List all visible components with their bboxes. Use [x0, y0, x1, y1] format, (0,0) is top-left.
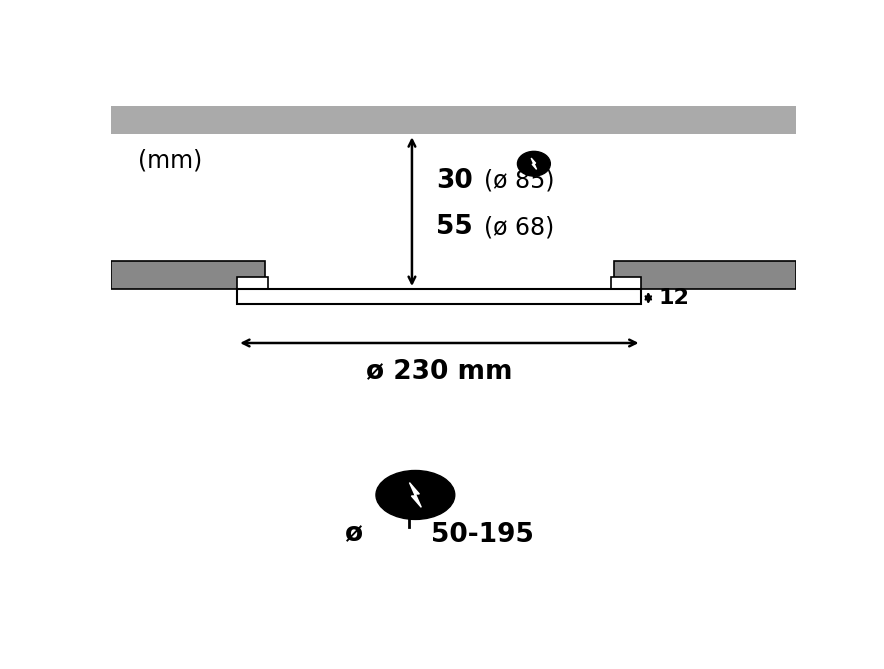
Text: 12: 12	[659, 288, 690, 308]
Text: ø 230 mm: ø 230 mm	[366, 359, 513, 384]
Bar	[237, 277, 268, 289]
Bar	[110, 261, 264, 289]
Text: ø: ø	[345, 522, 362, 548]
Text: 50-195: 50-195	[431, 522, 534, 548]
Ellipse shape	[517, 151, 551, 176]
Text: (ø 68): (ø 68)	[484, 215, 554, 239]
Ellipse shape	[376, 470, 454, 519]
Polygon shape	[409, 482, 422, 507]
Polygon shape	[531, 158, 537, 169]
Bar	[110, 106, 796, 134]
Text: 55: 55	[436, 214, 473, 240]
Bar	[237, 289, 642, 304]
Text: 30: 30	[436, 168, 473, 194]
Text: (mm): (mm)	[138, 148, 202, 172]
Bar	[614, 261, 796, 289]
Text: (ø 85): (ø 85)	[484, 169, 554, 193]
Bar	[611, 277, 642, 289]
